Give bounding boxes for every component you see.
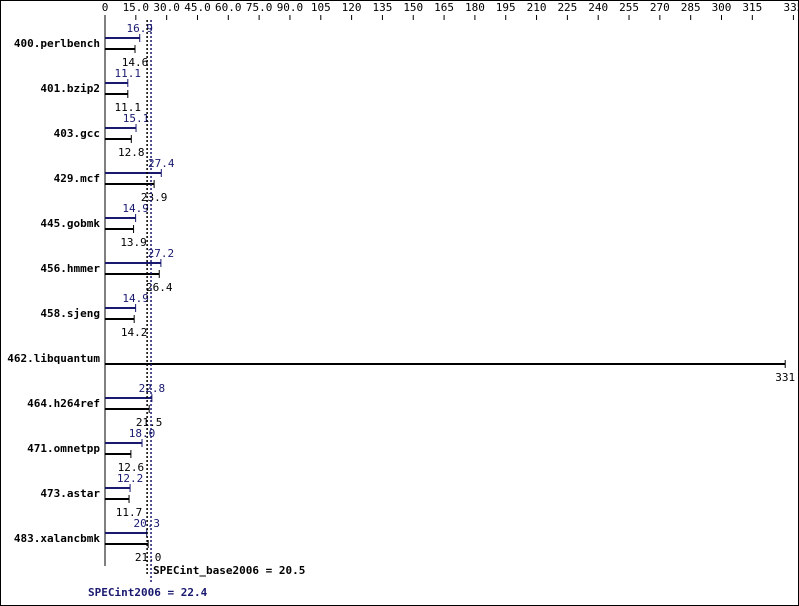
x-tick-label: 270: [650, 1, 670, 14]
x-tick-label: 335: [783, 1, 799, 14]
benchmark-label: 429.mcf: [54, 172, 100, 185]
benchmark-label: 403.gcc: [54, 127, 100, 140]
benchmark-label: 456.hmmer: [40, 262, 100, 275]
x-tick-label: 60.0: [215, 1, 242, 14]
base-value-label: 11.1: [115, 101, 142, 114]
base-value-label: 21.0: [135, 551, 162, 564]
reference-lines: SPECint_base2006 = 20.5 SPECint2006 = 22.…: [88, 20, 305, 599]
x-tick-label: 210: [527, 1, 547, 14]
x-tick-label: 315: [742, 1, 762, 14]
base-value-label: 12.8: [118, 146, 145, 159]
base-value-label: 21.5: [136, 416, 163, 429]
x-tick-label: 45.0: [184, 1, 211, 14]
benchmark-label: 400.perlbench: [14, 37, 100, 50]
x-tick-label: 195: [496, 1, 516, 14]
base-value-label: 11.7: [116, 506, 143, 519]
x-tick-label: 240: [588, 1, 608, 14]
benchmark-label: 473.astar: [40, 487, 100, 500]
peak-value-label: 27.2: [148, 247, 175, 260]
x-tick-label: 150: [403, 1, 423, 14]
x-tick-label: 165: [434, 1, 454, 14]
peak-value-label: 22.8: [139, 382, 166, 395]
x-tick-label: 255: [619, 1, 639, 14]
base-value-label: 12.6: [118, 461, 145, 474]
bar-series: 16.914.611.111.115.112.827.423.914.913.9…: [104, 22, 795, 564]
benchmark-label: 401.bzip2: [40, 82, 100, 95]
peak-value-label: 18.0: [129, 427, 156, 440]
x-tick-label: 90.0: [277, 1, 304, 14]
benchmark-label: 471.omnetpp: [27, 442, 100, 455]
x-tick-label: 180: [465, 1, 485, 14]
peak-value-label: 16.9: [126, 22, 153, 35]
peak-value-label: 12.2: [117, 472, 144, 485]
base-value-label: 13.9: [120, 236, 147, 249]
peak-value-label: 11.1: [115, 67, 142, 80]
peak-value-label: 14.9: [122, 202, 149, 215]
x-tick-label: 75.0: [246, 1, 273, 14]
base-value-label: 331: [775, 371, 795, 384]
x-tick-label: 285: [681, 1, 701, 14]
benchmark-label: 483.xalancbmk: [14, 532, 100, 545]
x-tick-label: 15.0: [123, 1, 150, 14]
peak-value-label: 14.9: [122, 292, 149, 305]
benchmark-label: 458.sjeng: [40, 307, 100, 320]
x-tick-label: 135: [372, 1, 392, 14]
peak-value-label: 27.4: [148, 157, 175, 170]
peak-value-label: 20.3: [133, 517, 160, 530]
benchmark-labels: 400.perlbench 401.bzip2 403.gcc 429.mcf 445.…: [7, 37, 100, 545]
peak-value-label: 15.1: [123, 112, 150, 125]
x-tick-label: 105: [311, 1, 331, 14]
base-value-label: 14.2: [121, 326, 148, 339]
benchmark-label: 445.gobmk: [40, 217, 100, 230]
x-tick-label: 300: [712, 1, 732, 14]
x-tick-label: 225: [557, 1, 577, 14]
peak-summary-label: SPECint2006 = 22.4: [88, 586, 208, 599]
benchmark-label: 462.libquantum: [7, 352, 100, 365]
x-tick-label: 0: [102, 1, 109, 14]
benchmark-label: 464.h264ref: [27, 397, 100, 410]
x-tick-label: 30.0: [153, 1, 180, 14]
x-tick-label: 120: [342, 1, 362, 14]
base-value-label: 14.6: [122, 56, 149, 69]
base-value-label: 26.4: [146, 281, 173, 294]
x-axis: 0 15.0 30.0 45.0 60.0 75.0 90.0 105 120 135 150 165…: [102, 1, 799, 566]
base-summary-label: SPECint_base2006 = 20.5: [153, 564, 305, 577]
